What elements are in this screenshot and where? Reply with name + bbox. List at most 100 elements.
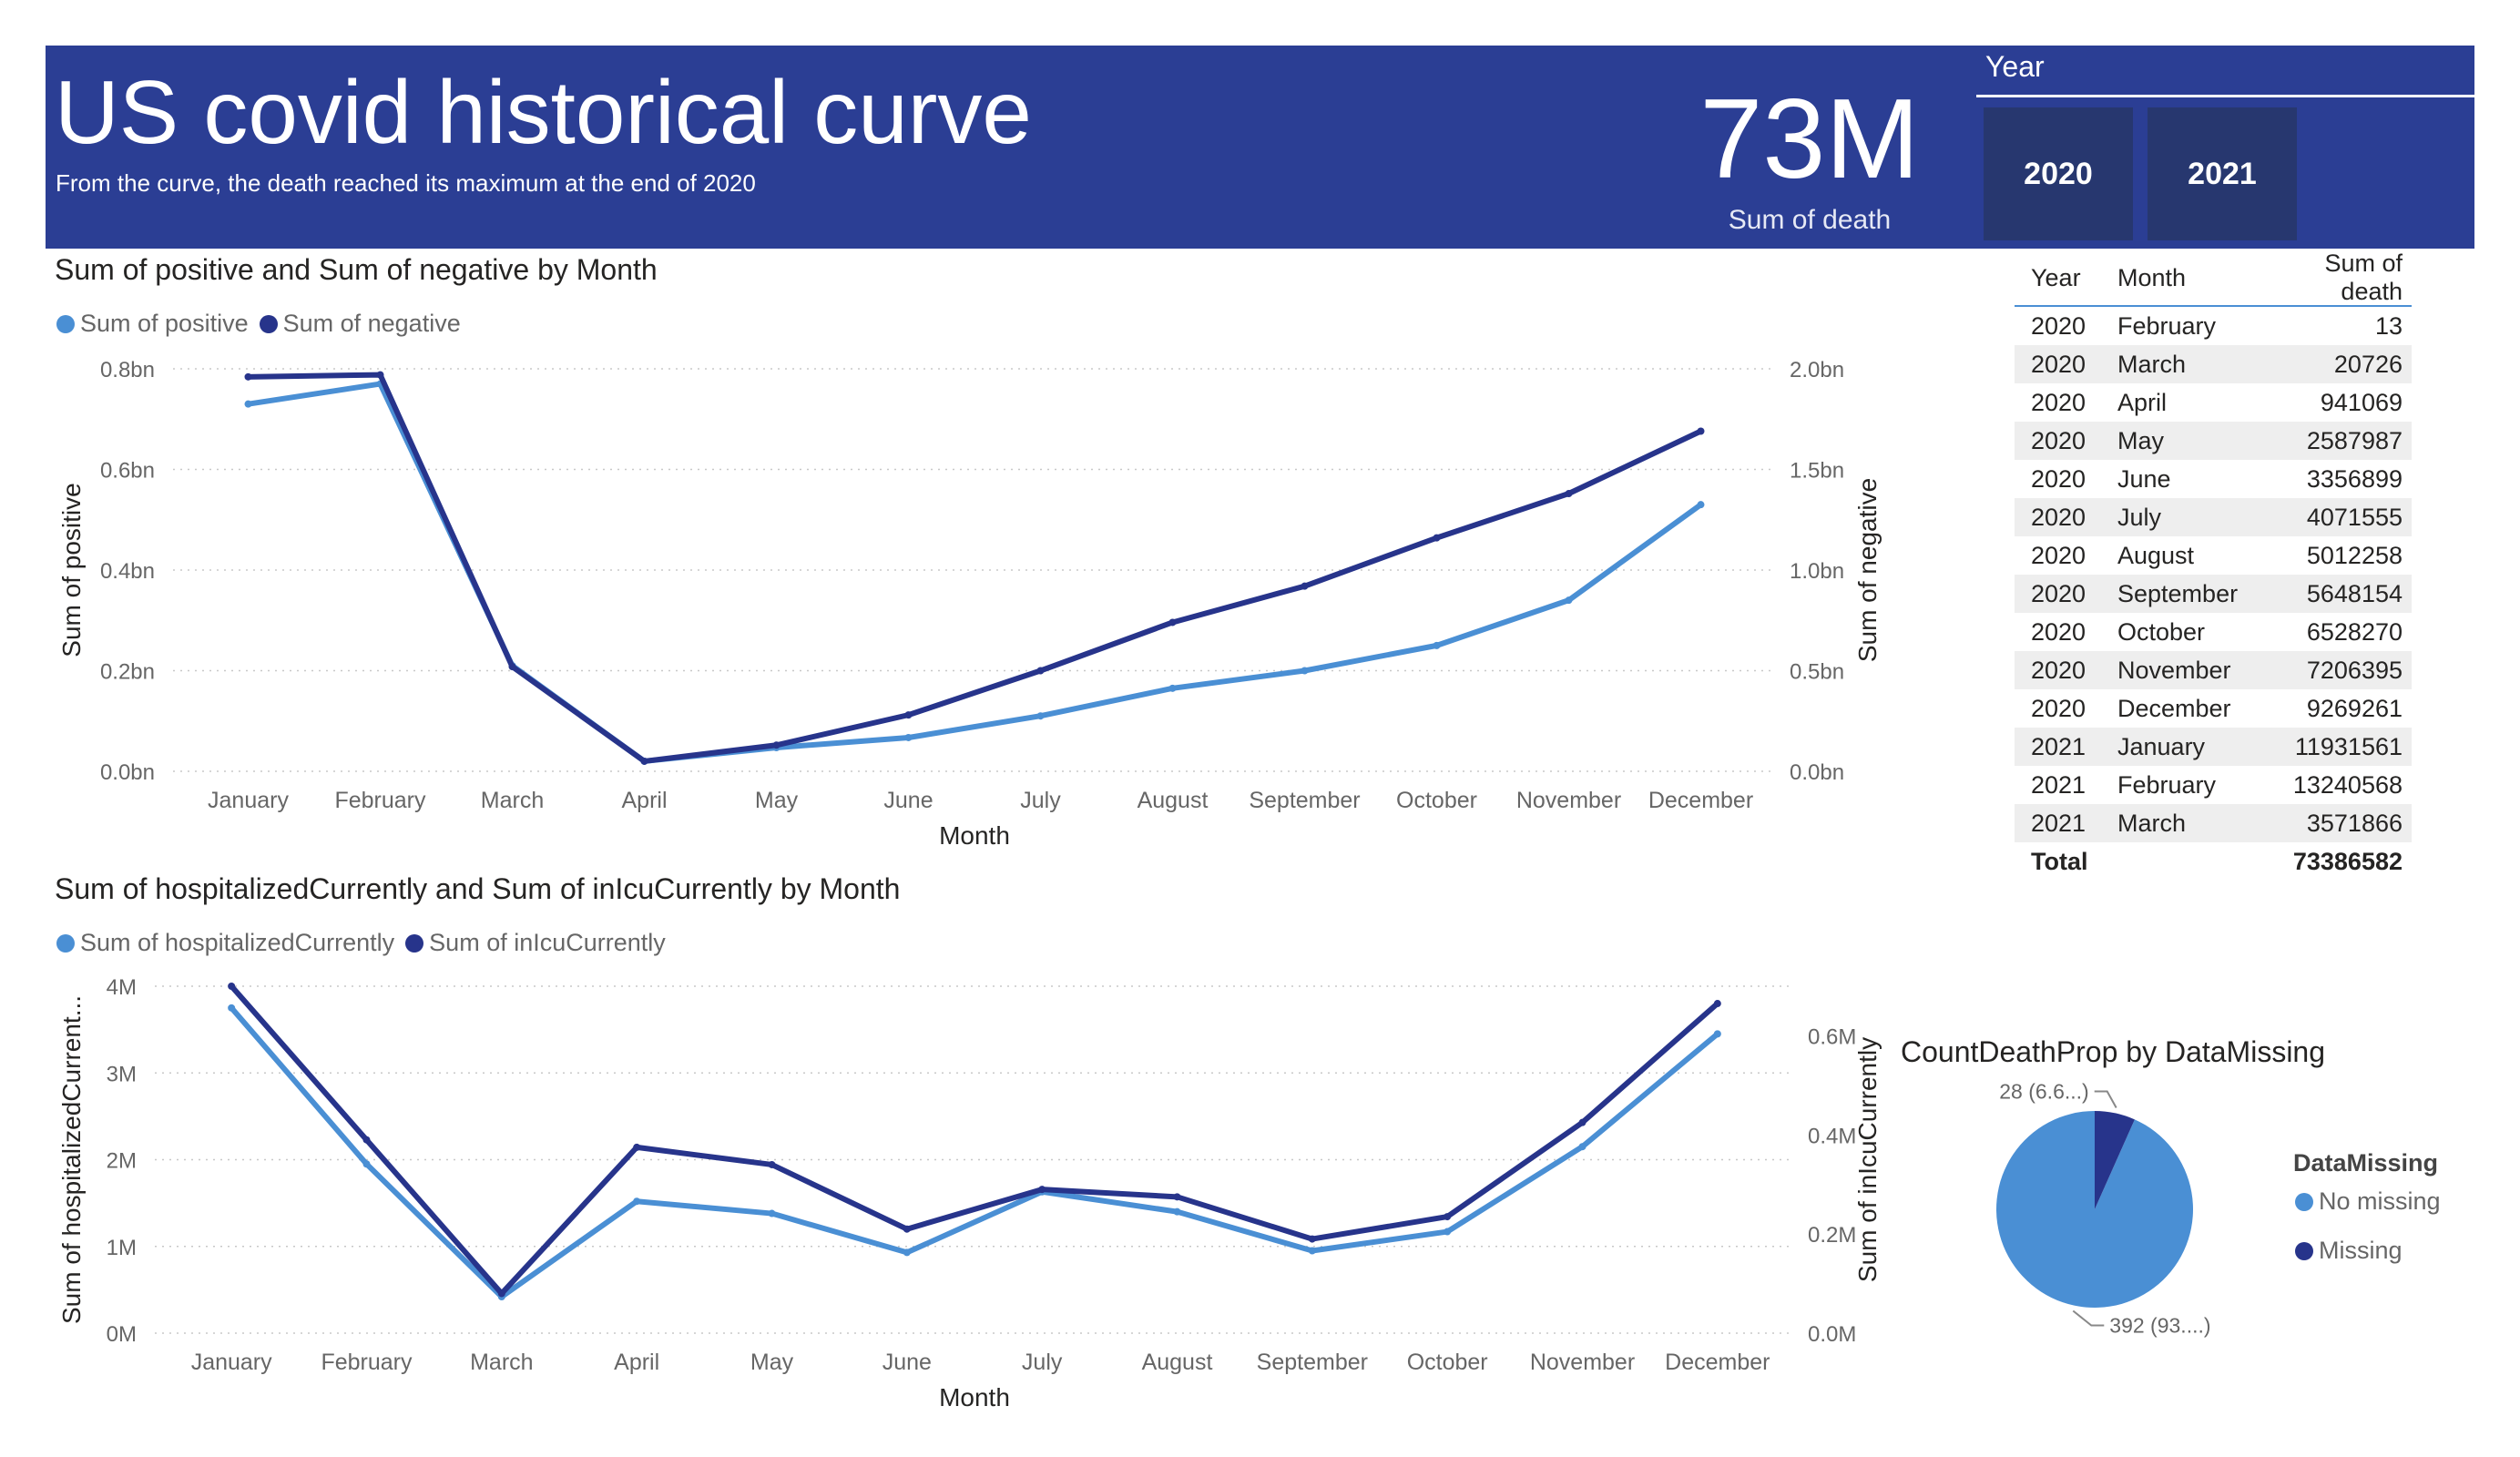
table-cell-year: 2021: [2031, 732, 2086, 760]
data-point: [244, 372, 252, 381]
x-axis-title: Month: [939, 821, 1010, 850]
table-cell-year: 2020: [2031, 541, 2086, 569]
year-slicer-2020[interactable]: 2020: [1984, 107, 2133, 240]
table-row[interactable]: 2020 June 3356899: [2015, 460, 2412, 498]
y-axis-title: Sum of hospitalizedCurrent...: [57, 995, 86, 1324]
chart2-plot: 0M 1M 2M 3M 4M 0.0M 0.2M 0.4M 0.6M January Februar…: [57, 975, 1882, 1411]
y-tick-label: 3M: [107, 1062, 137, 1086]
data-point: [1308, 1235, 1316, 1243]
data-point: [1308, 1247, 1316, 1255]
table-row[interactable]: 2020 February 13: [2015, 307, 2412, 345]
year-slicer-2021[interactable]: 2021: [2148, 107, 2297, 240]
legend-dot-positive: [56, 314, 75, 333]
table-cell-month: November: [2117, 656, 2231, 684]
table-cell-death: 4071555: [2306, 503, 2403, 531]
data-point: [1301, 582, 1309, 590]
legend-label-negative[interactable]: Sum of negative: [282, 310, 461, 337]
table-cell-month: September: [2117, 579, 2239, 607]
chart2-legend: Sum of hospitalizedCurrently Sum of inIc…: [56, 929, 666, 957]
data-point: [1697, 427, 1705, 435]
y-axis-title: Sum of positive: [57, 483, 86, 657]
data-point: [1565, 490, 1573, 498]
pie-legend-missing[interactable]: Missing: [2295, 1237, 2403, 1265]
chart1-legend: Sum of positive Sum of negative: [56, 310, 461, 338]
data-point: [903, 1225, 911, 1233]
x-tick-label: February: [334, 788, 426, 813]
table-row[interactable]: 2020 November 7206395: [2015, 651, 2412, 689]
y-tick-label: 0.8bn: [100, 358, 155, 382]
pie-legend-label-missing: Missing: [2319, 1237, 2403, 1264]
data-point: [244, 400, 252, 408]
y2-tick-label: 0.5bn: [1790, 660, 1844, 685]
table-cell-death: 3356899: [2306, 464, 2403, 493]
table-row[interactable]: 2020 March 20726: [2015, 345, 2412, 383]
table-cell-death: 20726: [2333, 350, 2403, 378]
table-total-row: Total 73386582: [2015, 842, 2412, 881]
data-point: [1168, 684, 1177, 692]
table-cell-month: March: [2117, 350, 2187, 378]
pie-legend-no-missing[interactable]: No missing: [2295, 1187, 2441, 1216]
x-tick-label: November: [1530, 1350, 1635, 1375]
pie-legend-title: DataMissing: [2293, 1149, 2439, 1177]
table-header-month[interactable]: Month: [2117, 263, 2187, 291]
table-cell-year: 2020: [2031, 350, 2086, 378]
data-point: [1168, 618, 1177, 627]
y2-tick-label: 1.0bn: [1790, 559, 1844, 584]
table-cell-month: January: [2117, 732, 2206, 760]
data-point: [904, 733, 913, 741]
table-header: Year Month Sum of death: [2015, 250, 2412, 307]
y-tick-label: 0.4bn: [100, 559, 155, 584]
data-point: [1173, 1193, 1181, 1201]
legend-dot-negative: [259, 314, 278, 333]
data-point: [768, 1209, 776, 1218]
series-line-secondary: [229, 984, 1719, 1297]
table-row[interactable]: 2021 March 3571866: [2015, 804, 2412, 842]
pie-leader-line: [2094, 1090, 2117, 1108]
series-line-secondary: [248, 372, 1702, 764]
data-point: [1578, 1118, 1586, 1126]
data-point: [1036, 712, 1045, 720]
x-tick-label: May: [755, 788, 799, 813]
x-tick-label: April: [614, 1350, 659, 1375]
table-row[interactable]: 2021 February 13240568: [2015, 766, 2412, 804]
table-row[interactable]: 2020 August 5012258: [2015, 536, 2412, 575]
table-row[interactable]: 2020 October 6528270: [2015, 613, 2412, 651]
table-cell-death: 13: [2374, 311, 2403, 340]
pie-label-missing: 28 (6.6...): [1999, 1079, 2088, 1103]
table-row[interactable]: 2020 December 9269261: [2015, 689, 2412, 728]
table-cell-month: December: [2117, 694, 2231, 722]
data-point: [633, 1143, 641, 1151]
table-cell-death: 5012258: [2306, 541, 2403, 569]
x-tick-label: November: [1516, 788, 1621, 813]
pie-plot: 392 (93....) 28 (6.6...): [1996, 1079, 2211, 1338]
pie-legend-dot-no-missing: [2295, 1192, 2313, 1211]
data-point: [497, 1289, 505, 1298]
table-body: 2020 February 13 2020 March 20726 2020 April 941…: [2015, 307, 2412, 842]
table-cell-month: February: [2117, 311, 2217, 340]
table-cell-year: 2020: [2031, 579, 2086, 607]
table-cell-month: August: [2117, 541, 2195, 569]
x-tick-label: March: [481, 788, 544, 813]
table-row[interactable]: 2020 July 4071555: [2015, 498, 2412, 536]
series-line-primary: [248, 381, 1703, 764]
table-header-year[interactable]: Year: [2031, 263, 2081, 291]
table-header-death[interactable]: Sum of death: [2324, 250, 2403, 305]
y-tick-label: 0.6bn: [100, 459, 155, 484]
table-row[interactable]: 2020 May 2587987: [2015, 422, 2412, 460]
legend-label-hospitalized[interactable]: Sum of hospitalizedCurrently: [80, 929, 395, 956]
table-cell-month: May: [2117, 426, 2165, 454]
table-cell-death: 9269261: [2306, 694, 2403, 722]
table-cell-month: July: [2117, 503, 2162, 531]
legend-label-inicu[interactable]: Sum of inIcuCurrently: [429, 929, 666, 956]
table-cell-year: 2021: [2031, 770, 2086, 799]
x-tick-label: January: [191, 1350, 272, 1375]
legend-label-positive[interactable]: Sum of positive: [80, 310, 249, 337]
table-row[interactable]: 2020 September 5648154: [2015, 575, 2412, 613]
table-row[interactable]: 2021 January 11931561: [2015, 728, 2412, 766]
chart1-title: Sum of positive and Sum of negative by M…: [55, 253, 658, 286]
y2-tick-label: 1.5bn: [1790, 459, 1844, 484]
table-row[interactable]: 2020 April 941069: [2015, 383, 2412, 422]
table-cell-death: 2587987: [2306, 426, 2403, 454]
data-point: [903, 1248, 911, 1257]
y2-tick-label: 0.0bn: [1790, 760, 1844, 785]
